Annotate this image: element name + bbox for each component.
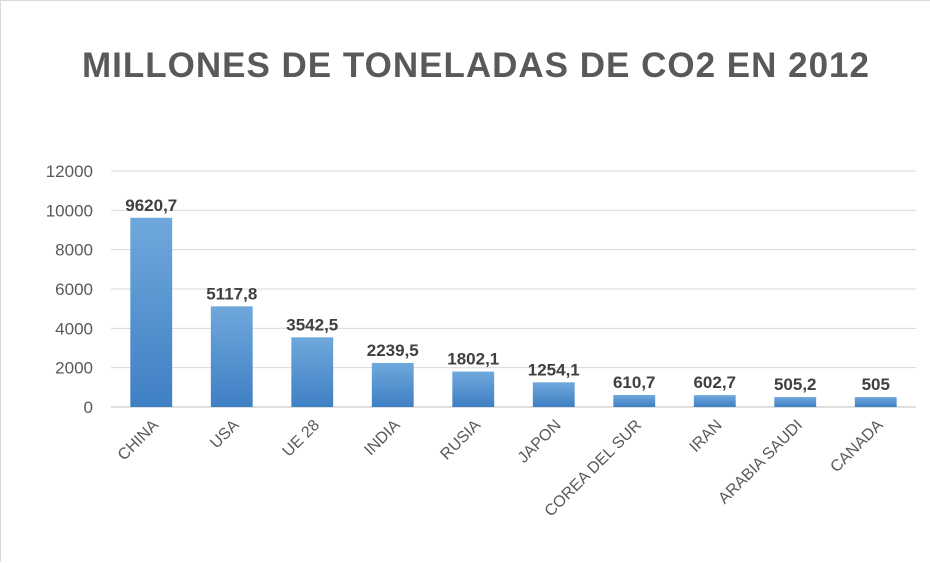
bar: [532, 382, 575, 407]
data-label: 610,7: [613, 373, 656, 392]
bar: [130, 217, 173, 407]
y-tick-label: 10000: [46, 201, 93, 220]
y-tick-label: 0: [84, 398, 93, 417]
x-tick-label: ARABIA SAUDI: [715, 417, 806, 508]
bar: [693, 395, 736, 407]
bar: [854, 397, 897, 407]
x-tick-label: JAPON: [515, 417, 565, 467]
data-label: 9620,7: [125, 196, 177, 215]
bar: [452, 371, 495, 407]
bar: [371, 362, 414, 407]
y-tick-label: 8000: [55, 241, 93, 260]
x-tick-label: CHINA: [115, 417, 162, 464]
y-tick-label: 6000: [55, 280, 93, 299]
y-tick-label: 12000: [46, 162, 93, 181]
y-tick-label: 2000: [55, 359, 93, 378]
bar: [291, 337, 334, 407]
data-label: 3542,5: [286, 315, 338, 334]
x-tick-label: INDIA: [361, 417, 403, 459]
bar: [613, 394, 656, 407]
bar: [774, 397, 817, 407]
bar: [210, 306, 253, 407]
data-label: 505: [862, 375, 890, 394]
x-tick-label: RUSIA: [437, 417, 484, 464]
data-label: 602,7: [693, 373, 736, 392]
data-label: 2239,5: [367, 341, 419, 360]
x-tick-label: USA: [207, 417, 243, 453]
data-label: 5117,8: [206, 284, 257, 303]
x-tick-label: UE 28: [280, 417, 324, 461]
chart-title: MILLONES DE TONELADAS DE CO2 EN 2012: [81, 46, 870, 85]
data-label: 505,2: [774, 375, 817, 394]
y-tick-label: 4000: [55, 319, 93, 338]
x-tick-label: CANADA: [827, 417, 886, 476]
x-tick-label: IRAN: [687, 417, 726, 456]
data-label: 1802,1: [447, 350, 499, 369]
data-label: 1254,1: [528, 360, 580, 379]
